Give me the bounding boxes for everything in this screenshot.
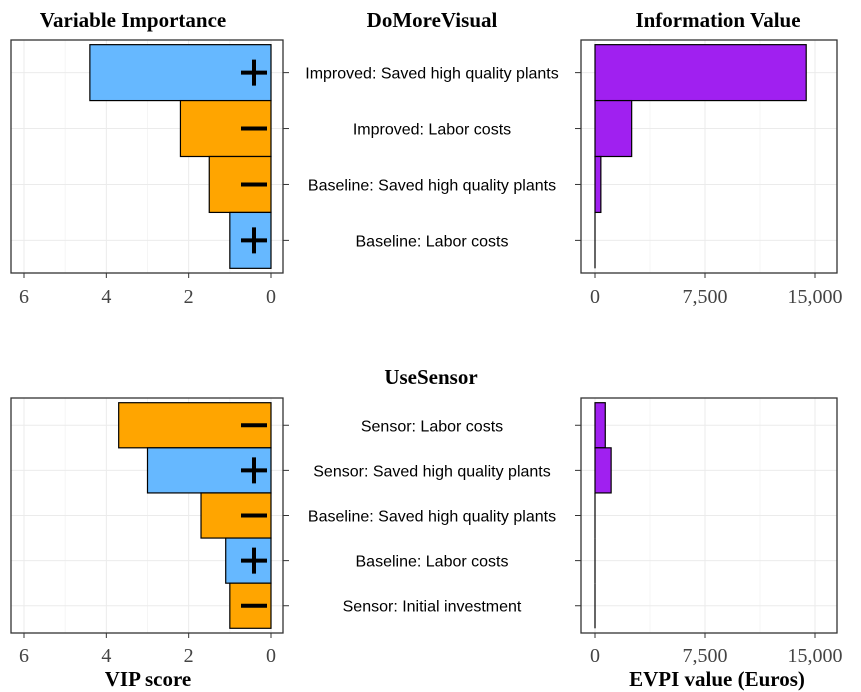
vip-xlabel: VIP score — [105, 667, 192, 691]
evpi-title: Information Value — [635, 8, 800, 32]
vip-tick-label: 0 — [266, 286, 276, 308]
evpi-bar — [594, 99, 633, 158]
evpi-tick-label: 15,000 — [788, 286, 843, 308]
evpi-bar — [594, 155, 602, 214]
evpi-panel-border — [580, 397, 838, 634]
evpi-bar — [594, 44, 807, 102]
evpi-panel-border — [580, 39, 838, 274]
vip-tick-label: 6 — [19, 286, 29, 308]
evpi-tick-label: 7,500 — [683, 645, 728, 667]
panels: 6 4 2 0 Improved: Saved high quality plants I… — [10, 39, 843, 667]
variable-label: Baseline: Saved high quality plants — [308, 509, 556, 526]
variable-label: Baseline: Saved high quality plants — [308, 177, 556, 194]
variable-label: Baseline: Labor costs — [356, 233, 509, 250]
variable-label: Improved: Labor costs — [353, 122, 511, 139]
vip-tick-label: 4 — [101, 286, 111, 308]
evpi-xlabel: EVPI value (Euros) — [629, 667, 805, 691]
vip-tick-label: 6 — [19, 645, 29, 667]
vip-title: Variable Importance — [40, 8, 226, 32]
decision-title-2: UseSensor — [384, 365, 477, 389]
evpi-bar — [594, 402, 606, 449]
decision-title-1: DoMoreVisual — [367, 8, 498, 32]
variable-label: Baseline: Labor costs — [356, 554, 509, 571]
variable-label: Sensor: Initial investment — [343, 599, 522, 616]
vip-tick-label: 2 — [184, 645, 194, 667]
vip-bar — [89, 44, 272, 102]
variable-label: Improved: Saved high quality plants — [305, 66, 558, 83]
evpi-tick-label: 7,500 — [683, 286, 728, 308]
vip-panel-border — [10, 39, 284, 274]
vip-tick-label: 2 — [184, 286, 194, 308]
vip-tick-label: 0 — [266, 645, 276, 667]
variable-label: Sensor: Labor costs — [361, 418, 503, 435]
vip-tick-label: 4 — [101, 645, 111, 667]
evpi-tick-label: 15,000 — [788, 645, 843, 667]
evpi-tick-label: 0 — [590, 286, 600, 308]
evpi-bar — [594, 447, 612, 494]
variable-label: Sensor: Saved high quality plants — [313, 463, 550, 480]
evpi-tick-label: 0 — [590, 645, 600, 667]
